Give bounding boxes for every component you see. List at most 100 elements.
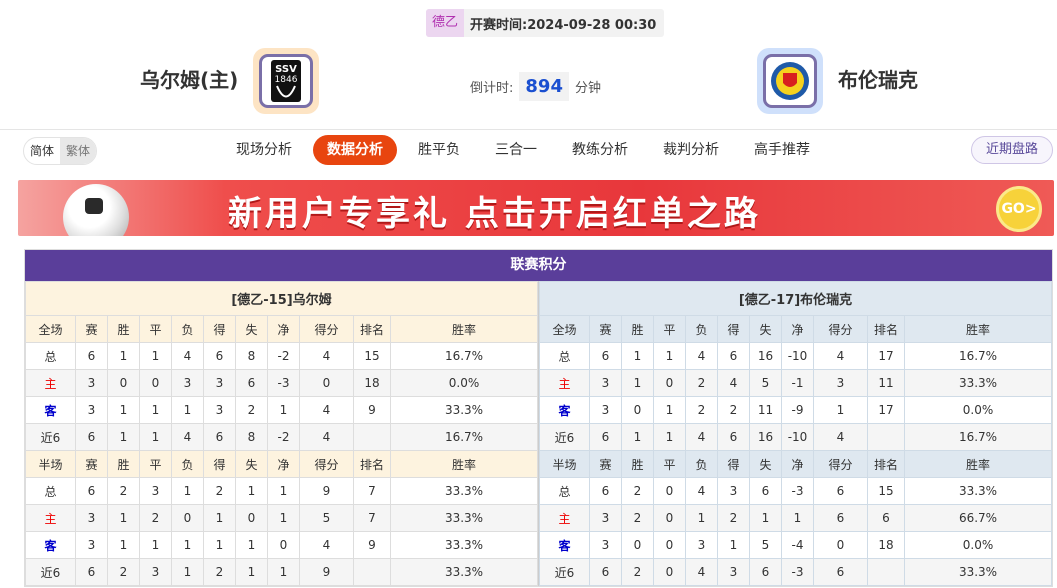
table-cell: 2 — [107, 477, 140, 505]
table-cell: 0 — [107, 369, 140, 397]
table-cell: 6 — [717, 423, 750, 451]
table-cell: 1 — [171, 558, 204, 586]
table-cell: 近6 — [539, 558, 590, 586]
table-cell: 6 — [589, 423, 622, 451]
tab-6[interactable]: 高手推荐 — [754, 142, 810, 158]
table-cell: 5 — [299, 504, 354, 532]
table-cell: 66.7% — [904, 504, 1052, 532]
column-header: 平 — [653, 315, 686, 343]
column-header: 失 — [749, 315, 782, 343]
table-cell: 3 — [589, 531, 622, 559]
table-cell: 5 — [749, 531, 782, 559]
table-cell: 6 — [813, 558, 868, 586]
table-cell — [867, 558, 905, 586]
go-button[interactable]: GO> — [996, 186, 1042, 232]
table-cell: 1 — [267, 558, 300, 586]
table-cell: 2 — [107, 558, 140, 586]
column-header: 赛 — [589, 315, 622, 343]
table-cell: 9 — [299, 477, 354, 505]
table-cell: 客 — [539, 396, 590, 424]
table-cell: 6 — [589, 558, 622, 586]
column-header: 负 — [685, 450, 718, 478]
table-cell: 1 — [235, 477, 268, 505]
column-header: 平 — [139, 315, 172, 343]
table-cell: 6 — [203, 423, 236, 451]
table-cell: 总 — [25, 477, 76, 505]
table-cell: 16.7% — [904, 423, 1052, 451]
tab-5[interactable]: 裁判分析 — [663, 142, 719, 158]
table-cell: 1 — [235, 558, 268, 586]
column-header: 胜 — [107, 450, 140, 478]
column-header: 净 — [781, 315, 814, 343]
table-cell: 2 — [203, 558, 236, 586]
home-team-name[interactable]: 乌尔姆(主) — [140, 68, 239, 92]
table-cell: 0 — [171, 504, 204, 532]
table-cell: 总 — [539, 477, 590, 505]
tab-0[interactable]: 现场分析 — [236, 142, 292, 158]
table-cell: 2 — [235, 396, 268, 424]
table-row: 主 3 1 2 0 1 0 1 5 7 33.3% — [25, 504, 538, 532]
column-header: 平 — [139, 450, 172, 478]
table-cell: 6 — [75, 423, 108, 451]
table-cell: 客 — [25, 396, 76, 424]
tab-4[interactable]: 教练分析 — [572, 142, 628, 158]
table-cell: 33.3% — [390, 477, 538, 505]
table-cell: 3 — [75, 396, 108, 424]
table-cell: 0 — [299, 369, 354, 397]
kickoff-time: 开赛时间:2024-09-28 00:30 — [470, 17, 657, 33]
away-team-name[interactable]: 布伦瑞克 — [838, 68, 918, 92]
table-cell: 1 — [139, 531, 172, 559]
column-header: 失 — [749, 450, 782, 478]
table-cell: 6 — [589, 342, 622, 370]
table-cell: 17 — [867, 342, 905, 370]
away-team-logo[interactable] — [757, 48, 823, 114]
table-cell: 2 — [685, 369, 718, 397]
column-header: 排名 — [867, 450, 905, 478]
table-cell: 3 — [813, 369, 868, 397]
column-header: 失 — [235, 450, 268, 478]
lang-simplified[interactable]: 简体 — [30, 144, 55, 158]
table-cell: 6 — [867, 504, 905, 532]
column-header: 得分 — [813, 315, 868, 343]
table-row: 近6 6 1 1 4 6 16 -10 4 16.7% — [539, 423, 1052, 451]
tab-2[interactable]: 胜平负 — [418, 142, 460, 158]
language-toggle[interactable]: 简体 繁体 — [23, 137, 98, 165]
home-team-logo[interactable]: SSV 1846 — [253, 48, 319, 114]
table-row: 客 3 0 0 3 1 5 -4 0 18 0.0% — [539, 531, 1052, 559]
football-icon — [63, 184, 129, 236]
table-cell: 1 — [107, 531, 140, 559]
league-badge[interactable]: 德乙 — [426, 9, 465, 37]
table-cell — [867, 423, 905, 451]
table-cell: -10 — [781, 342, 814, 370]
match-header: 德乙 开赛时间:2024-09-28 00:30 乌尔姆(主) SSV 1846 … — [0, 0, 1057, 130]
table-cell: 2 — [621, 504, 654, 532]
table-row: 总 6 1 1 4 6 8 -2 4 15 16.7% — [25, 342, 538, 370]
table-cell: 3 — [203, 369, 236, 397]
section-label: 全场 — [25, 315, 76, 343]
lang-traditional[interactable]: 繁体 — [60, 138, 97, 164]
table-cell: 4 — [171, 342, 204, 370]
table-cell: 1 — [267, 504, 300, 532]
table-cell: 6 — [589, 477, 622, 505]
table-row: 近6 6 2 0 4 3 6 -3 6 33.3% — [539, 558, 1052, 586]
table-row: 客 3 1 1 1 3 2 1 4 9 33.3% — [25, 396, 538, 424]
table-cell: 客 — [25, 531, 76, 559]
table-cell: 主 — [25, 369, 76, 397]
tab-3[interactable]: 三合一 — [495, 142, 537, 158]
column-header: 得分 — [813, 450, 868, 478]
table-cell: 1 — [203, 504, 236, 532]
tab-1[interactable]: 数据分析 — [313, 135, 397, 165]
table-cell: 主 — [25, 504, 76, 532]
table-cell: 1 — [267, 396, 300, 424]
table-cell: 1 — [107, 342, 140, 370]
column-header: 赛 — [75, 450, 108, 478]
table-cell: 1 — [107, 504, 140, 532]
table-cell: 33.3% — [904, 369, 1052, 397]
table-cell: 0 — [235, 504, 268, 532]
table-cell: 1 — [107, 423, 140, 451]
recent-handicap-button[interactable]: 近期盘路 — [971, 136, 1053, 164]
table-cell: 总 — [25, 342, 76, 370]
column-header: 负 — [171, 315, 204, 343]
table-row: 总 6 2 0 4 3 6 -3 6 15 33.3% — [539, 477, 1052, 505]
promo-banner[interactable]: 新用户专享礼 点击开启红单之路 GO> — [18, 180, 1054, 236]
